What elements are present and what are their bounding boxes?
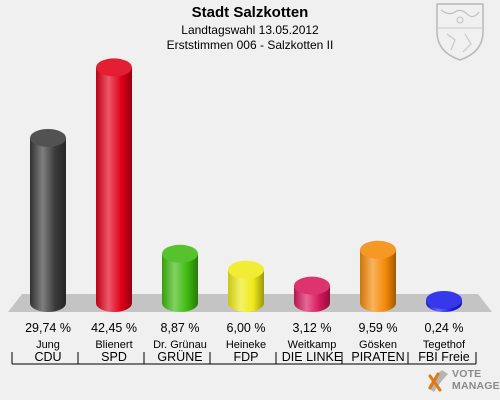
party-label: SPD xyxy=(101,350,127,364)
value-label: 8,87 % xyxy=(161,321,200,335)
value-label: 0,24 % xyxy=(425,321,464,335)
bar-die-linke xyxy=(294,276,330,312)
bar-fbi-freie xyxy=(426,291,462,312)
value-label: 6,00 % xyxy=(227,321,266,335)
candidate-label: Weitkamp xyxy=(288,339,337,351)
page-title: Stadt Salzkotten xyxy=(191,4,309,21)
candidate-label: Dr. Grünau xyxy=(153,339,207,351)
watermark-line1: VOTE xyxy=(452,368,482,380)
party-label: DIE LINKE xyxy=(282,350,342,364)
bar-spd xyxy=(96,58,132,312)
value-label: 42,45 % xyxy=(91,321,137,335)
party-label: PIRATEN xyxy=(351,350,404,364)
bar-fdp xyxy=(228,260,264,312)
vote-manager-logo-icon xyxy=(428,370,448,392)
watermark-line2: MANAGER xyxy=(452,380,500,392)
bar-gr-ne xyxy=(162,244,198,312)
candidate-label: Tegethof xyxy=(423,339,466,351)
value-label: 3,12 % xyxy=(293,321,332,335)
party-label: GRÜNE xyxy=(157,350,202,364)
bar-cdu xyxy=(30,128,66,312)
bar-piraten xyxy=(360,240,396,312)
value-label: 29,74 % xyxy=(25,321,71,335)
candidate-label: Blienert xyxy=(95,339,132,351)
candidate-label: Gösken xyxy=(359,339,397,351)
candidate-label: Jung xyxy=(36,339,60,351)
election-subtitle: Landtagswahl 13.05.2012 xyxy=(181,23,319,37)
party-label: FBI Freie xyxy=(418,350,469,364)
candidate-label: Heineke xyxy=(226,339,266,351)
district-subtitle: Erststimmen 006 - Salzkotten II xyxy=(166,38,334,52)
party-label: CDU xyxy=(34,350,61,364)
value-label: 9,59 % xyxy=(359,321,398,335)
coat-of-arms-icon xyxy=(436,3,484,61)
party-label: FDP xyxy=(234,350,259,364)
